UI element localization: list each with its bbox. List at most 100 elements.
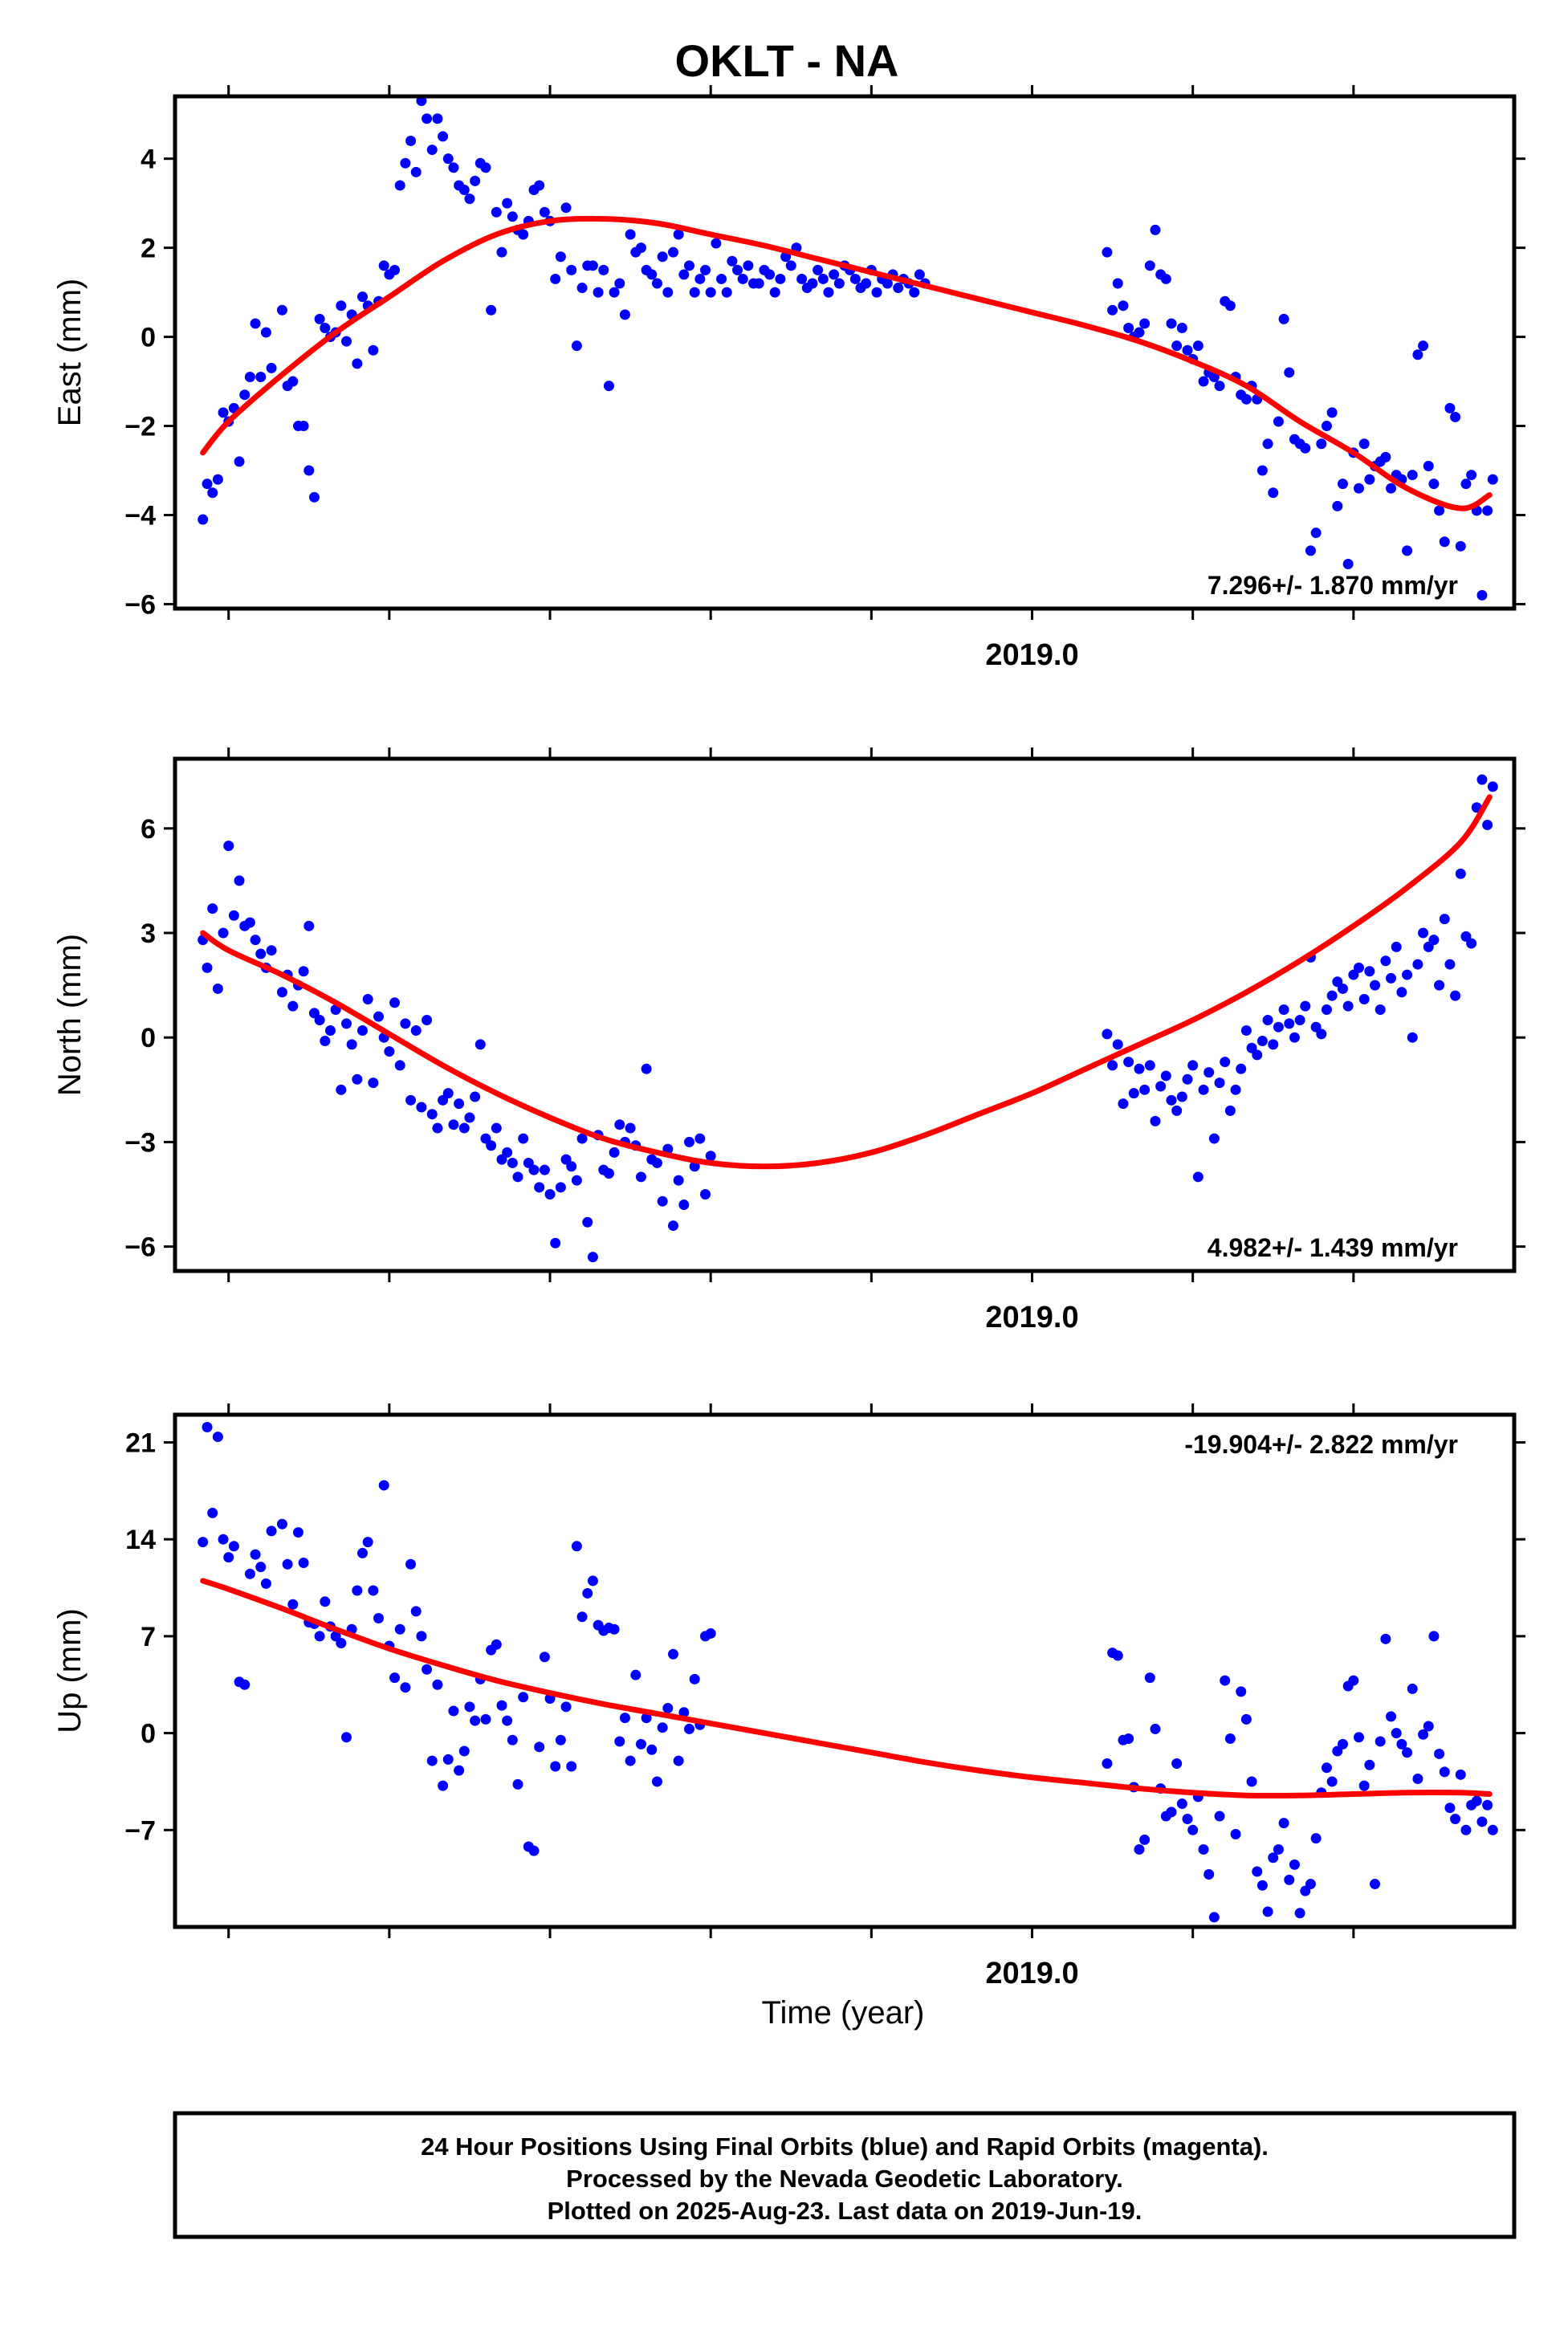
north-point	[276, 987, 287, 998]
east-point	[673, 229, 684, 240]
east-point	[496, 246, 507, 258]
east-point	[1300, 442, 1311, 454]
north-point	[507, 1157, 518, 1168]
north-point	[1273, 1021, 1284, 1033]
east-point	[212, 474, 223, 485]
up-point	[502, 1715, 513, 1726]
north-point	[1300, 1000, 1311, 1012]
north-point	[341, 1018, 352, 1029]
east-point	[352, 358, 363, 369]
east-point	[609, 287, 620, 298]
east-point	[753, 278, 764, 289]
north-point	[1155, 1081, 1167, 1092]
east-point	[1418, 340, 1429, 352]
up-point	[357, 1547, 369, 1558]
east-point	[1102, 246, 1113, 258]
up-point	[1391, 1728, 1402, 1739]
east-point	[646, 269, 658, 280]
east-point	[432, 113, 443, 124]
east-point	[727, 255, 738, 267]
up-point	[1439, 1766, 1450, 1778]
north-point	[539, 1164, 550, 1175]
east-point	[202, 479, 213, 490]
east-point	[1321, 421, 1332, 432]
east-point	[458, 185, 470, 196]
north-point	[346, 1039, 357, 1050]
up-point	[1354, 1732, 1365, 1743]
up-panel: 21 14 7 0 −7 2019.0 Up (mm) -19.904+/- 2.822 mm…	[52, 1403, 1525, 1990]
east-point	[314, 313, 325, 324]
up-point	[1262, 1906, 1273, 1917]
east-point	[1386, 483, 1397, 494]
north-ytick-label-3: −3	[124, 1127, 156, 1158]
north-point	[1316, 1029, 1327, 1040]
north-point	[394, 1060, 405, 1071]
up-ytick-label-2: 7	[141, 1622, 156, 1652]
up-point	[1418, 1729, 1429, 1740]
up-point	[416, 1631, 427, 1642]
up-point	[1337, 1738, 1348, 1750]
east-point	[775, 273, 786, 284]
north-point	[587, 1252, 598, 1263]
up-ytick-label-4: −7	[124, 1815, 156, 1846]
east-point	[534, 180, 545, 191]
east-point	[1412, 349, 1423, 360]
east-point	[705, 287, 716, 298]
north-point	[528, 1164, 540, 1175]
up-point	[582, 1587, 593, 1599]
north-y-axis-label: North (mm)	[52, 934, 88, 1096]
up-point	[422, 1664, 433, 1675]
east-point	[1487, 474, 1498, 485]
up-point	[1386, 1711, 1397, 1722]
up-point	[410, 1606, 422, 1617]
east-point	[1455, 540, 1466, 552]
north-point	[1176, 1091, 1187, 1102]
up-point	[651, 1776, 662, 1787]
up-fit-curve	[200, 1578, 1493, 1799]
north-xtick-label: 2019.0	[985, 1301, 1078, 1334]
up-point	[320, 1596, 331, 1607]
up-point	[684, 1723, 695, 1734]
north-point	[454, 1098, 465, 1110]
east-point	[1160, 273, 1171, 284]
up-point	[405, 1558, 417, 1570]
north-point	[320, 1036, 331, 1047]
up-point	[1358, 1780, 1370, 1791]
north-point	[384, 1046, 395, 1057]
east-point	[1284, 367, 1295, 378]
up-point	[560, 1701, 572, 1713]
east-point	[416, 96, 427, 107]
up-point	[1236, 1686, 1247, 1697]
up-point	[1396, 1738, 1407, 1750]
north-point	[1262, 1015, 1273, 1026]
north-point	[641, 1063, 652, 1074]
up-point	[576, 1611, 588, 1623]
north-point	[657, 1196, 668, 1207]
up-point	[298, 1558, 309, 1569]
north-point	[571, 1175, 582, 1186]
east-point	[244, 372, 255, 383]
east-point	[1310, 528, 1322, 539]
east-panel: 4 2 0 −2 −4 −6 2019.0 East (mm) 7.296+/- 1.870 m…	[52, 85, 1525, 672]
up-point	[255, 1562, 267, 1573]
north-point	[1208, 1133, 1220, 1144]
north-point	[1128, 1088, 1139, 1099]
east-point	[1466, 470, 1477, 481]
east-point	[560, 202, 572, 214]
up-point	[646, 1744, 658, 1755]
up-point	[1305, 1879, 1316, 1890]
east-point	[1144, 260, 1155, 271]
up-point	[1273, 1843, 1284, 1855]
up-point	[1123, 1733, 1134, 1744]
up-point	[1407, 1683, 1418, 1694]
up-point	[389, 1672, 401, 1684]
north-point	[400, 1018, 411, 1029]
north-point	[1256, 1036, 1268, 1047]
east-point	[486, 304, 497, 316]
up-point	[673, 1755, 684, 1766]
up-point	[1375, 1736, 1386, 1747]
east-point	[250, 318, 261, 329]
east-point	[1176, 322, 1187, 333]
footer-line-2: Processed by the Nevada Geodetic Laborat…	[566, 2165, 1123, 2193]
north-point	[550, 1237, 561, 1249]
